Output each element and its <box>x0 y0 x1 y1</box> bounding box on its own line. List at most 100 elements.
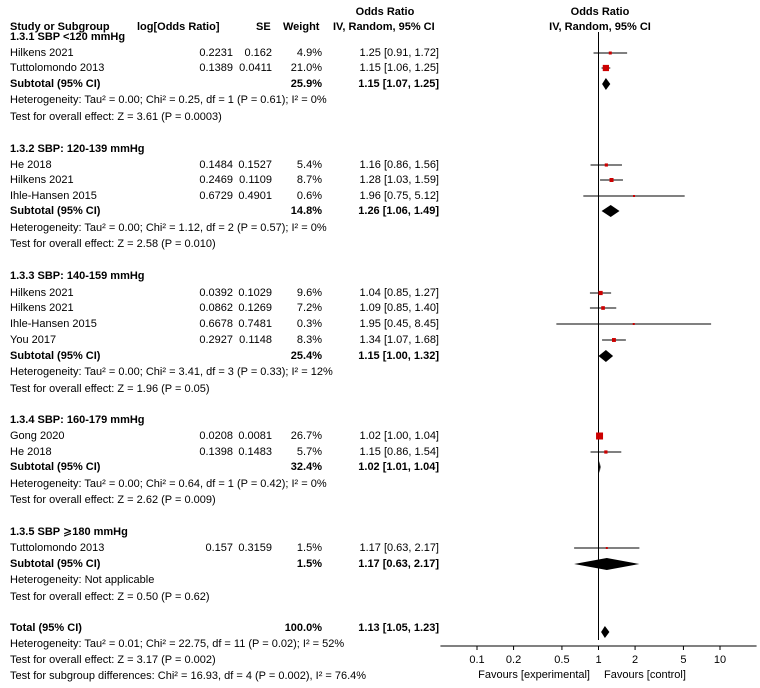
study-name: Ihle-Hansen 2015 <box>10 318 97 330</box>
overall-effect-text: Test for overall effect: Z = 1.96 (P = 0… <box>10 383 210 395</box>
x-tick-label: 1 <box>595 654 601 666</box>
study-name: He 2018 <box>10 446 52 458</box>
subtotal-ci: 1.15 [1.07, 1.25] <box>358 78 439 90</box>
study-se: 0.4901 <box>238 190 272 202</box>
subtotal-ci: 1.26 [1.06, 1.49] <box>358 205 439 217</box>
x-tick-label: 2 <box>632 654 638 666</box>
study-name: He 2018 <box>10 159 52 171</box>
favours-experimental-label: Favours [experimental] <box>478 669 590 681</box>
study-name: Hilkens 2021 <box>10 47 74 59</box>
study-point-estimate <box>604 163 608 167</box>
study-name: You 2017 <box>10 334 57 346</box>
study-log-or: 0.157 <box>205 542 233 554</box>
study-name: Hilkens 2021 <box>10 287 74 299</box>
subtotal-diamond <box>598 350 614 362</box>
study-se: 0.0081 <box>238 430 272 442</box>
study-point-estimate <box>602 64 609 72</box>
subtotal-weight: 1.5% <box>296 558 322 570</box>
study-se: 0.162 <box>244 47 272 59</box>
total-label: Total (95% CI) <box>10 622 82 634</box>
heterogeneity-text: Heterogeneity: Tau² = 0.00; Chi² = 3.41,… <box>10 366 333 378</box>
total-diamond <box>601 626 610 638</box>
study-ci: 1.34 [1.07, 1.68] <box>359 334 439 346</box>
study-weight: 0.3% <box>296 318 322 330</box>
heterogeneity-text: Heterogeneity: Tau² = 0.00; Chi² = 1.12,… <box>10 222 327 234</box>
subgroup-differences-text: Test for subgroup differences: Chi² = 16… <box>10 670 367 682</box>
subgroup-title: 1.3.2 SBP: 120-139 mmHg <box>10 143 145 155</box>
subtotal-weight: 32.4% <box>290 461 322 473</box>
subtotal-diamond <box>574 558 640 570</box>
study-weight: 9.6% <box>296 287 322 299</box>
study-weight: 5.7% <box>296 446 322 458</box>
study-ci: 1.15 [0.86, 1.54] <box>359 446 439 458</box>
subtotal-weight: 25.4% <box>290 350 322 362</box>
study-weight: 8.3% <box>296 334 322 346</box>
study-name: Tuttolomondo 2013 <box>10 542 105 554</box>
study-point-estimate <box>609 178 614 182</box>
header-or-title: Odds Ratio <box>355 6 415 18</box>
study-ci: 1.17 [0.63, 2.17] <box>359 542 439 554</box>
study-log-or: 0.2231 <box>199 47 233 59</box>
x-tick-label: 0.1 <box>469 654 484 666</box>
header-plot-title: Odds Ratio <box>570 6 630 18</box>
subgroup-title: 1.3.4 SBP: 160-179 mmHg <box>10 414 145 426</box>
study-ci: 1.09 [0.85, 1.40] <box>359 302 439 314</box>
subtotal-ci: 1.17 [0.63, 2.17] <box>358 558 439 570</box>
study-point-estimate <box>601 306 605 310</box>
total-weight: 100.0% <box>284 622 322 634</box>
favours-control-label: Favours [control] <box>604 669 686 681</box>
study-log-or: 0.6729 <box>199 190 233 202</box>
subtotal-ci: 1.02 [1.01, 1.04] <box>358 461 439 473</box>
study-ci: 1.95 [0.45, 8.45] <box>359 318 439 330</box>
study-log-or: 0.1484 <box>199 159 233 171</box>
study-ci: 1.16 [0.86, 1.56] <box>359 159 439 171</box>
subtotal-weight: 14.8% <box>290 205 322 217</box>
subtotal-label: Subtotal (95% CI) <box>10 205 101 217</box>
study-weight: 0.6% <box>296 190 322 202</box>
study-se: 0.7481 <box>238 318 272 330</box>
study-name: Ihle-Hansen 2015 <box>10 190 97 202</box>
heterogeneity-text: Heterogeneity: Not applicable <box>10 574 155 586</box>
study-point-estimate <box>611 338 616 342</box>
study-weight: 21.0% <box>290 62 322 74</box>
x-tick-label: 5 <box>680 654 686 666</box>
header-se: SE <box>256 21 271 33</box>
header-plot-method: IV, Random, 95% CI <box>549 21 651 33</box>
study-point-estimate <box>598 290 603 296</box>
study-weight: 1.5% <box>296 542 322 554</box>
study-name: Hilkens 2021 <box>10 174 74 186</box>
study-log-or: 0.1389 <box>199 62 233 74</box>
subtotal-weight: 25.9% <box>290 78 322 90</box>
subgroup-title: 1.3.1 SBP <120 mmHg <box>10 31 126 43</box>
heterogeneity-text: Heterogeneity: Tau² = 0.00; Chi² = 0.64,… <box>10 478 327 490</box>
total-heterogeneity-text: Heterogeneity: Tau² = 0.01; Chi² = 22.75… <box>10 638 345 650</box>
study-se: 0.1109 <box>239 174 272 186</box>
subtotal-label: Subtotal (95% CI) <box>10 78 101 90</box>
study-ci: 1.28 [1.03, 1.59] <box>359 174 439 186</box>
study-point-estimate <box>608 51 612 55</box>
study-se: 0.1029 <box>238 287 272 299</box>
study-se: 0.3159 <box>238 542 272 554</box>
heterogeneity-text: Heterogeneity: Tau² = 0.00; Chi² = 0.25,… <box>10 94 327 106</box>
subtotal-ci: 1.15 [1.00, 1.32] <box>358 350 439 362</box>
study-log-or: 0.6678 <box>199 318 233 330</box>
study-log-or: 0.2469 <box>199 174 233 186</box>
study-ci: 1.02 [1.00, 1.04] <box>359 430 439 442</box>
header-or-method: IV, Random, 95% CI <box>333 21 435 33</box>
overall-effect-text: Test for overall effect: Z = 2.62 (P = 0… <box>10 494 216 506</box>
subtotal-label: Subtotal (95% CI) <box>10 350 101 362</box>
study-point-estimate <box>605 547 608 549</box>
study-ci: 1.96 [0.75, 5.12] <box>359 190 439 202</box>
header-weight: Weight <box>283 21 320 33</box>
total-overall-effect-text: Test for overall effect: Z = 3.17 (P = 0… <box>10 654 216 666</box>
subgroup-title: 1.3.5 SBP ⩾180 mmHg <box>10 526 128 538</box>
study-point-estimate <box>632 323 635 325</box>
study-se: 0.1148 <box>239 334 272 346</box>
study-se: 0.0411 <box>239 62 272 74</box>
study-weight: 5.4% <box>296 159 322 171</box>
study-se: 0.1269 <box>238 302 272 314</box>
study-weight: 4.9% <box>296 47 322 59</box>
study-se: 0.1483 <box>238 446 272 458</box>
study-point-estimate <box>604 450 608 454</box>
study-log-or: 0.1398 <box>199 446 233 458</box>
